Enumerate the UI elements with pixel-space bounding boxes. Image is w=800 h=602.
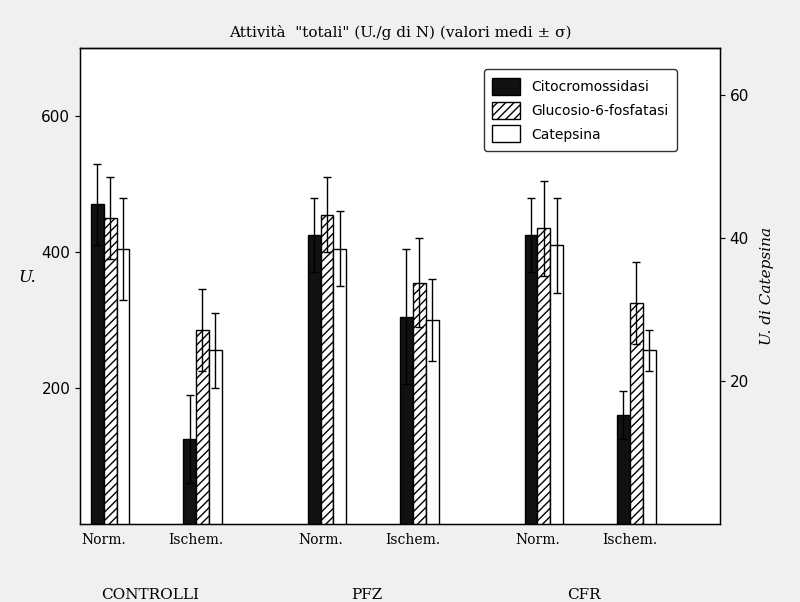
- Y-axis label: U.: U.: [18, 269, 36, 286]
- Bar: [117, 249, 130, 524]
- Bar: [209, 350, 222, 524]
- Bar: [426, 320, 438, 524]
- Bar: [334, 249, 346, 524]
- Bar: [104, 218, 117, 524]
- Bar: [90, 205, 104, 524]
- Text: CFR: CFR: [567, 588, 601, 602]
- Bar: [617, 415, 630, 524]
- Bar: [525, 235, 538, 524]
- Text: PFZ: PFZ: [351, 588, 382, 602]
- Bar: [400, 317, 413, 524]
- Bar: [413, 282, 426, 524]
- Bar: [550, 245, 563, 524]
- Title: Attività  "totali" (U./g di N) (valori medi ± σ): Attività "totali" (U./g di N) (valori me…: [229, 25, 571, 40]
- Bar: [630, 303, 642, 524]
- Legend: Citocromossidasi, Glucosio-6-fosfatasi, Catepsina: Citocromossidasi, Glucosio-6-fosfatasi, …: [484, 69, 677, 150]
- Bar: [538, 228, 550, 524]
- Bar: [196, 330, 209, 524]
- Y-axis label: U. di Catepsina: U. di Catepsina: [760, 227, 774, 345]
- Bar: [308, 235, 321, 524]
- Bar: [183, 439, 196, 524]
- Text: CONTROLLI: CONTROLLI: [101, 588, 198, 602]
- Bar: [321, 215, 334, 524]
- Bar: [642, 350, 655, 524]
